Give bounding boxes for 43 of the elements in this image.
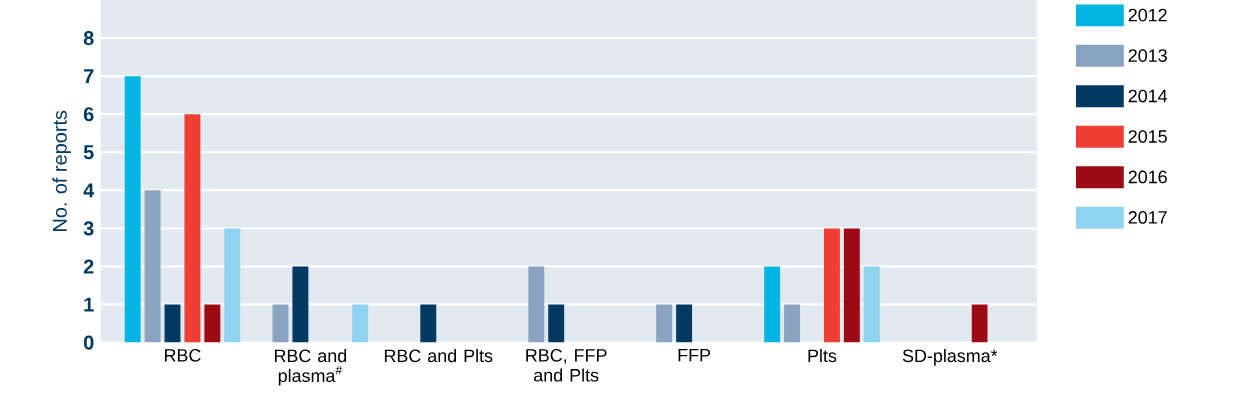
bar <box>184 114 201 343</box>
legend-label: 2015 <box>1128 129 1167 143</box>
y-tick-label: 7 <box>84 69 94 83</box>
bar <box>352 304 369 343</box>
x-tick-label: RBC and Plts <box>384 348 493 362</box>
y-tick-label: 1 <box>84 297 94 312</box>
bar <box>823 228 840 343</box>
y-tick-label: 3 <box>83 221 94 236</box>
bar <box>863 266 880 343</box>
x-tick-label: RBC and plasma$^{#}$ <box>274 348 347 386</box>
bar <box>676 304 693 343</box>
y-tick-label: 6 <box>83 107 94 122</box>
bar <box>292 266 309 343</box>
bar <box>144 190 161 343</box>
x-tick-label: SD-plasma* <box>902 348 998 366</box>
x-tick-label: FFP <box>678 348 711 362</box>
legend-label: 2014 <box>1128 89 1168 103</box>
legend-label: 2017 <box>1128 210 1167 224</box>
y-tick-label: 8 <box>83 30 94 45</box>
x-tick-label: RBC, FFP and Plts <box>526 348 607 382</box>
y-tick-label: 2 <box>83 259 94 274</box>
bar <box>272 304 289 343</box>
bar <box>420 304 437 343</box>
x-tick-label: RBC <box>165 348 201 362</box>
bar <box>843 228 860 343</box>
bar <box>971 304 988 343</box>
legend-label: 2013 <box>1128 49 1167 62</box>
bar <box>548 304 565 343</box>
bar <box>764 266 781 343</box>
y-tick-label: 5 <box>83 145 94 160</box>
y-tick-label: 4 <box>83 183 95 198</box>
bar <box>224 228 241 343</box>
bar <box>204 304 221 343</box>
x-tick-label: Plts <box>808 348 837 362</box>
y-tick-label: 0 <box>83 335 94 350</box>
legend-label: 2016 <box>1128 170 1167 184</box>
bar <box>164 304 181 343</box>
bar <box>124 75 141 343</box>
bar <box>528 266 545 343</box>
bar <box>656 304 673 343</box>
y-axis-title: No. of reports <box>52 110 71 231</box>
bar <box>784 304 801 343</box>
legend-label: 2012 <box>1128 8 1167 22</box>
